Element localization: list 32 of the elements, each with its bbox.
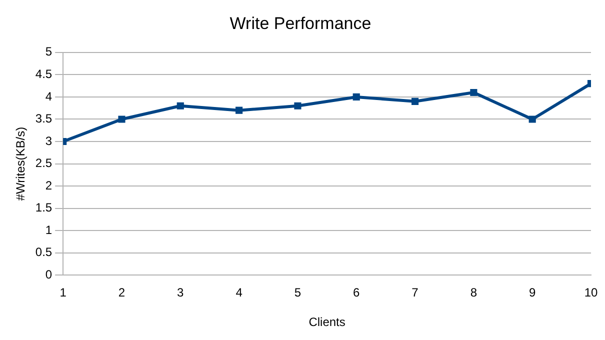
point xyxy=(176,102,184,110)
y-tick-label: 5 xyxy=(45,44,52,59)
point xyxy=(118,116,126,123)
x-tick-label: 7 xyxy=(412,286,419,300)
y-tick-label: 0 xyxy=(45,268,52,282)
y-tick-label: 2 xyxy=(45,178,52,192)
y-tick-label: 1 xyxy=(45,222,52,237)
y-tick-label: 0.5 xyxy=(35,245,52,260)
x-tick-label: 10 xyxy=(584,286,598,300)
y-axis-title: #Writes(KB/s) xyxy=(14,126,28,201)
x-tick-label: 8 xyxy=(470,286,478,300)
x-tick-label: 5 xyxy=(294,286,302,300)
point xyxy=(470,88,478,96)
x-tick-label: 9 xyxy=(529,286,536,300)
point xyxy=(236,106,243,114)
x-tick-label: 3 xyxy=(177,286,184,300)
point xyxy=(352,93,360,100)
point xyxy=(411,98,419,105)
y-tick-label: 4.5 xyxy=(35,66,52,81)
x-tick-label: 1 xyxy=(60,286,67,300)
chart-title: Write Performance xyxy=(230,14,372,33)
x-axis-title: Clients xyxy=(308,315,346,330)
point xyxy=(294,102,302,110)
x-tick-label: 2 xyxy=(118,286,126,300)
y-tick-label: 2.5 xyxy=(35,156,52,170)
x-tick-label: 6 xyxy=(353,286,360,300)
point xyxy=(528,116,536,123)
y-tick-label: 1.5 xyxy=(35,200,52,215)
y-tick-label: 3.5 xyxy=(35,112,52,126)
x-tick-label: 4 xyxy=(236,286,243,300)
y-tick-label: 3 xyxy=(45,134,52,148)
y-tick-label: 4 xyxy=(45,89,52,104)
